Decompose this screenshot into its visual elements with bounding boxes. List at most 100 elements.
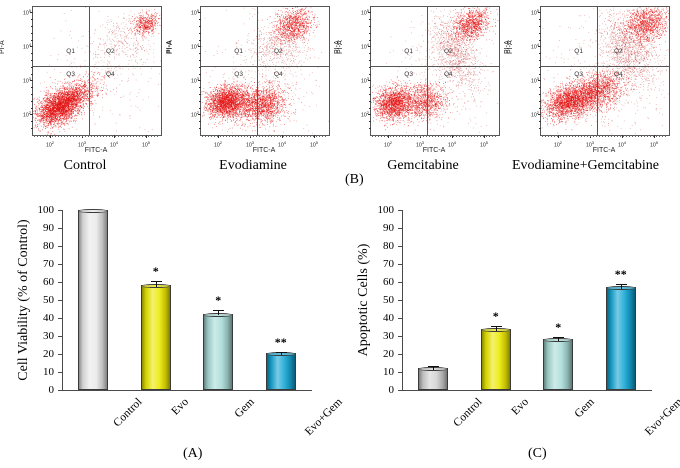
flow-x-tick-base: 10 [649,142,656,149]
flow-y-axis: 105 104 103 102 [520,6,541,134]
flow-x-minor-tick [79,135,80,137]
flow-y-tick-label: 102 [531,110,539,119]
flow-y-minor-tick [199,60,201,61]
y-tick-mark [398,210,402,211]
x-category-label: Gem [232,396,258,421]
y-tick-mark [398,300,402,301]
flow-y-tick-label: 105 [531,8,539,17]
bar[interactable] [543,338,574,390]
flow-x-minor-tick [432,135,433,137]
flow-y-minor-tick [199,121,201,122]
flow-x-minor-tick [268,135,269,137]
flow-x-minor-tick [572,135,573,137]
flow-x-tick-exponent: 2 [559,140,563,145]
quadrant-label-1: Q1 [404,47,413,55]
flow-x-minor-tick [495,135,496,137]
flow-y-tick-label: 102 [361,110,369,119]
bar[interactable] [480,327,511,390]
flow-y-axis-title: PI-A [167,40,174,54]
flow-x-tick-label: 103 [416,140,424,149]
y-axis-line [402,210,403,390]
bar[interactable] [140,284,171,390]
y-tick-label: 100 [377,204,395,216]
flow-x-tick-mark [452,135,453,138]
flow-y-tick-exponent: 4 [196,42,199,47]
flow-x-minor-tick [614,135,615,137]
y-tick-label: 90 [383,222,394,234]
flow-x-minor-tick [304,135,305,137]
y-tick-mark [398,354,402,355]
flow-y-tick-exponent: 4 [536,42,539,47]
flow-x-minor-tick [417,135,418,137]
bar[interactable] [605,286,636,390]
flow-y-minor-tick [31,67,33,68]
flow-x-minor-tick [557,135,558,137]
y-tick-label: 10 [43,366,54,378]
flow-x-minor-tick [151,135,152,137]
flow-y-minor-tick [199,128,201,129]
flow-y-tick-label: 104 [531,42,539,51]
flow-y-tick-mark [538,12,541,13]
flow-x-minor-tick [217,135,218,137]
y-tick-label: 30 [43,330,54,342]
flow-y-minor-tick [31,128,33,129]
flow-y-minor-tick [539,94,541,95]
y-tick-label: 100 [37,204,55,216]
flow-x-minor-tick [611,135,612,137]
y-tick-label: 60 [383,276,394,288]
flow-y-minor-tick [369,74,371,75]
flow-x-tick-base: 10 [141,142,148,149]
quadrant-label-2: Q2 [105,47,115,55]
flow-x-minor-tick [429,135,430,137]
error-bar-line [558,337,560,342]
flow-y-tick-base: 10 [190,44,197,51]
flow-y-minor-tick [31,101,33,102]
flow-x-minor-tick [390,135,391,137]
flow-y-minor-tick [31,26,33,27]
y-tick-mark [398,246,402,247]
flow-x-tick-base: 10 [213,142,220,149]
significance-marker: ** [274,334,287,349]
bar[interactable] [78,209,109,390]
quadrant-divider-vertical [89,7,91,135]
flow-x-minor-tick [581,135,582,137]
flow-x-tick-base: 10 [109,142,116,149]
quadrant-divider-vertical [257,7,259,135]
flow-x-tick-mark [282,135,283,138]
flow-x-minor-tick [462,135,463,137]
flow-x-minor-tick [590,135,591,137]
flow-x-minor-tick [402,135,403,137]
flow-x-minor-tick [226,135,227,137]
y-tick-mark [398,336,402,337]
flow-x-tick-label: 104 [618,140,626,149]
flow-x-minor-tick [235,135,236,137]
flow-x-minor-tick [554,135,555,137]
flow-x-tick-base: 10 [479,142,486,149]
bar[interactable] [203,312,234,390]
flow-x-tick-mark [50,135,51,138]
flow-x-tick-base: 10 [447,142,454,149]
bar-chart-cell-viability: Cell Viability (% of Control) Control Evo G… [0,196,345,468]
flow-y-minor-tick [369,108,371,109]
flow-y-tick-mark [30,114,33,115]
flow-x-tick-exponent: 4 [115,140,119,145]
flow-y-tick-exponent: 4 [28,42,31,47]
flow-x-minor-tick [545,135,546,137]
bar[interactable] [265,352,296,390]
flow-y-tick-label: 104 [191,42,199,51]
flow-y-minor-tick [199,101,201,102]
flow-y-tick-label: 103 [23,76,31,85]
quadrant-label-2: Q2 [613,47,623,55]
flow-x-minor-tick [250,135,251,137]
flow-x-minor-tick [560,135,561,137]
flow-panel-caption: Evodiamine+Gemcitabine [511,158,660,173]
flow-y-tick-mark [30,46,33,47]
flow-x-minor-tick [596,135,597,137]
bar[interactable] [418,367,449,390]
scatter-dots [371,7,499,135]
flow-x-minor-tick [94,135,95,137]
flow-x-minor-tick [202,135,203,137]
flow-x-minor-tick [256,135,257,137]
quadrant-label-3: Q3 [66,71,75,78]
flow-y-minor-tick [539,67,541,68]
